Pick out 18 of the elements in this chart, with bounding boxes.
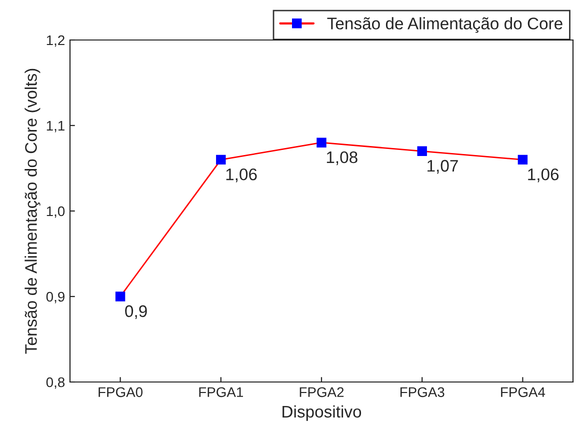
y-tick-label: 1,0	[46, 206, 65, 218]
legend-label: Tensão de Alimentação do Core	[327, 17, 562, 33]
y-tick-label: 0,9	[46, 292, 64, 304]
data-label: 1,06	[226, 168, 257, 182]
y-tick-label: 1,1	[46, 120, 64, 132]
y-tick-label: 1,2	[46, 35, 64, 47]
y-axis-title: Tensão de Alimentação do Core (volts)	[24, 68, 40, 354]
x-tick-label: FPGA1	[199, 387, 243, 398]
x-tick-label: FPGA2	[300, 387, 344, 398]
x-tick-label: FPGA0	[98, 387, 143, 398]
x-axis-title: Dispositivo	[282, 405, 362, 421]
x-tick-label: FPGA4	[501, 387, 546, 398]
x-tick-label: FPGA3	[400, 387, 444, 398]
data-label: 1,06	[528, 168, 559, 182]
y-tick-label: 0,8	[46, 377, 65, 389]
data-label: 0,9	[125, 305, 147, 320]
data-label: 1,07	[428, 160, 458, 174]
data-label: 1,08	[326, 151, 358, 166]
